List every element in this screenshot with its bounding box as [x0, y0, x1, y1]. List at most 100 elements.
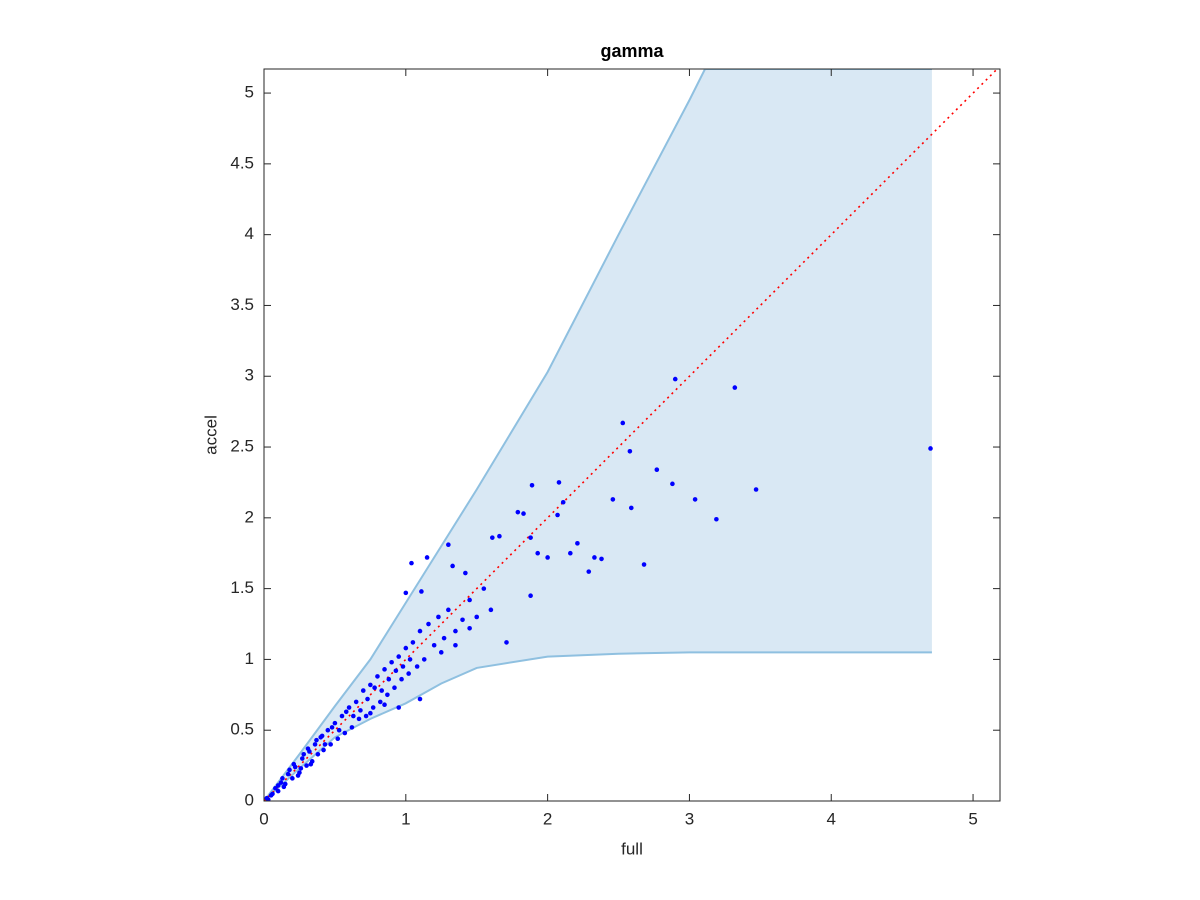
data-point [400, 664, 406, 669]
data-point [339, 713, 345, 719]
data-point [299, 756, 305, 761]
data-point [474, 614, 480, 620]
data-point [441, 635, 447, 641]
data-point [389, 659, 394, 665]
data-point [620, 420, 626, 426]
data-point [460, 617, 465, 623]
data-point [599, 556, 604, 562]
data-point [515, 509, 521, 515]
data-point [410, 640, 416, 645]
data-point [528, 535, 533, 540]
data-point [535, 550, 540, 556]
data-point [335, 736, 341, 742]
data-point [315, 751, 321, 757]
data-point [403, 590, 409, 596]
y-tick-label: 2 [245, 507, 254, 526]
chart-title: gamma [600, 41, 664, 61]
data-point [450, 563, 455, 569]
data-point [453, 628, 458, 634]
data-point [332, 720, 338, 726]
data-point [386, 676, 392, 682]
data-point [421, 657, 427, 662]
data-point [368, 710, 373, 716]
data-point [393, 668, 399, 674]
data-point [379, 688, 385, 693]
data-point [426, 621, 431, 627]
data-point [521, 511, 526, 516]
data-point [556, 480, 562, 485]
y-tick-label: 4.5 [230, 153, 254, 172]
data-point [325, 727, 331, 733]
data-point [291, 761, 297, 767]
data-point [356, 716, 362, 722]
data-point [654, 467, 660, 472]
data-point [627, 448, 633, 454]
data-point [545, 555, 550, 560]
y-tick-label: 4 [245, 224, 254, 243]
x-tick-label: 4 [827, 809, 836, 828]
y-axis-label: accel [201, 415, 220, 455]
data-point [396, 705, 402, 710]
data-point [372, 685, 377, 691]
data-point [586, 569, 592, 574]
data-point [406, 671, 411, 676]
data-point [446, 542, 451, 548]
data-point [392, 685, 397, 691]
data-point [329, 725, 335, 730]
data-point [488, 607, 494, 613]
data-point [497, 533, 502, 539]
data-point [351, 713, 356, 719]
y-tick-label: 0.5 [230, 720, 254, 739]
data-point [453, 642, 458, 648]
data-point [375, 674, 380, 679]
data-point [304, 763, 309, 768]
data-point [342, 730, 348, 736]
data-point [928, 446, 933, 451]
data-point [270, 791, 275, 797]
y-tick-label: 2.5 [230, 437, 254, 456]
data-point [275, 783, 281, 788]
data-point [529, 482, 535, 488]
data-point [360, 688, 366, 693]
data-point [714, 516, 719, 522]
data-point [322, 742, 328, 747]
data-point [336, 727, 342, 733]
data-point [436, 614, 441, 620]
data-point [424, 555, 430, 560]
data-point [481, 586, 487, 591]
y-tick-label: 3.5 [230, 295, 254, 314]
data-point [490, 535, 495, 540]
data-point [265, 797, 271, 801]
data-point [438, 650, 444, 655]
data-point [298, 766, 304, 771]
data-point [382, 667, 387, 672]
data-point [305, 746, 311, 751]
data-point [417, 696, 423, 702]
data-point [314, 737, 319, 743]
data-point [363, 713, 369, 719]
data-point [287, 767, 292, 773]
data-point [407, 657, 413, 662]
x-tick-label: 5 [968, 809, 977, 828]
data-point [358, 708, 363, 713]
x-tick-label: 1 [401, 809, 410, 828]
plot-area [264, 69, 998, 801]
data-point [753, 487, 759, 492]
band-lower-edge [264, 651, 932, 801]
data-point [285, 771, 291, 777]
data-point [463, 570, 468, 576]
y-tick-label: 0 [245, 790, 254, 809]
data-point [732, 385, 738, 390]
data-point [312, 742, 318, 747]
data-point [417, 628, 423, 634]
data-point [560, 499, 566, 505]
data-point [414, 664, 420, 669]
data-point [368, 682, 373, 688]
data-point [419, 589, 424, 594]
data-point [467, 625, 472, 631]
x-axis-label: full [621, 839, 643, 858]
data-point [377, 699, 383, 705]
data-point [328, 742, 333, 747]
data-point [278, 780, 284, 785]
